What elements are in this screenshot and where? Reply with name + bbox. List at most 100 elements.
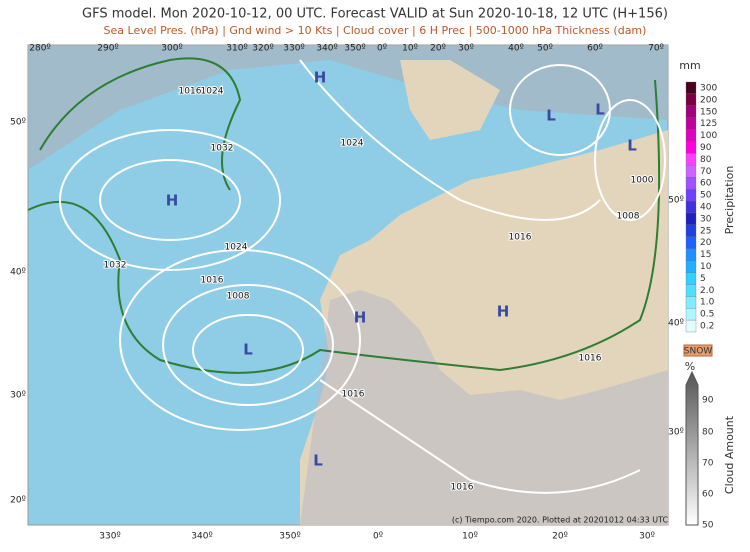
precip-label: 5: [700, 274, 706, 284]
isobar-label: 1008: [227, 292, 250, 302]
color-swatch: [685, 260, 697, 273]
lon-label: 320º: [252, 44, 273, 54]
isobar-label: 1024: [341, 139, 364, 149]
lon-label: 70º: [648, 44, 664, 54]
color-swatch: [685, 93, 697, 106]
color-swatch: [685, 296, 697, 309]
precip-label: 40: [700, 203, 712, 213]
lon-label: 40º: [508, 44, 524, 54]
precipitation-colorbar: [685, 81, 697, 333]
isobar-label: 1016: [201, 276, 224, 286]
precip-label: 20: [700, 238, 712, 248]
isobar-label: 1024: [201, 87, 224, 97]
lon-label: 350º: [279, 532, 300, 542]
lon-label: 20º: [552, 532, 568, 542]
lon-label: 310º: [226, 44, 247, 54]
color-swatch: [685, 105, 697, 118]
color-swatch: [685, 188, 697, 202]
snow-label: SNOW: [684, 347, 713, 357]
cloud-title: Cloud Amount: [723, 415, 736, 494]
lon-label: 300º: [161, 44, 182, 54]
scandinavia: [400, 60, 500, 140]
color-swatch: [685, 177, 697, 190]
isobar-label: 1032: [104, 261, 127, 271]
credit: (c) Tiempo.com 2020. Plotted at 20201012…: [452, 516, 669, 525]
lon-label: 0º: [377, 44, 387, 54]
color-swatch: [685, 236, 697, 249]
title: GFS model. Mon 2020-10-12, 00 UTC. Forec…: [82, 7, 668, 22]
lat-label: 20º: [10, 496, 26, 506]
isobar-label: 1000: [631, 176, 654, 186]
subtitle: Sea Level Pres. (hPa) | Gnd wind > 10 Kt…: [104, 24, 647, 37]
lon-label: 330º: [283, 44, 304, 54]
map: [27, 44, 669, 526]
lon-label: 350º: [344, 44, 365, 54]
color-swatch: [685, 141, 697, 154]
color-swatch: [685, 308, 697, 321]
isobar-label: 1032: [211, 144, 234, 154]
cloud-label: 70: [702, 459, 714, 469]
pressure-center: L: [243, 341, 253, 359]
lat-label: 40º: [668, 319, 684, 329]
snow-box: [683, 344, 713, 357]
cloud-unit: %: [685, 360, 695, 373]
precip-label: 100: [700, 131, 717, 141]
lat-label: 50º: [10, 118, 26, 128]
isobar-label: 1016: [509, 233, 532, 243]
precip-label: 50: [700, 191, 712, 201]
lon-label: 0º: [373, 532, 383, 542]
lon-label: 30º: [639, 532, 655, 542]
color-swatch: [685, 248, 697, 261]
lat-label: 40º: [10, 268, 26, 278]
pressure-center: L: [627, 137, 637, 155]
color-swatch: [685, 272, 697, 285]
thickness-line: [39, 57, 242, 191]
precip-label: 125: [700, 119, 717, 129]
precip-label: 200: [700, 95, 717, 105]
cloud-cover: [300, 290, 668, 525]
color-swatch: [685, 224, 697, 237]
precip-unit: mm: [679, 59, 700, 72]
precip-label: 30: [700, 214, 712, 224]
precip-label: 0.5: [700, 310, 714, 320]
pressure-center: H: [166, 192, 179, 210]
precip-label: 1.0: [700, 298, 715, 308]
color-swatch: [685, 153, 697, 166]
cloud-colorbar: [685, 370, 699, 526]
lat-label: 50º: [668, 196, 684, 206]
isobar-label: 1016: [179, 87, 202, 97]
lon-label: 280º: [29, 44, 50, 54]
precip-label: 0.2: [700, 322, 714, 332]
pressure-center: L: [313, 452, 323, 470]
precip-label: 10: [700, 262, 712, 272]
cloud-label: 50: [702, 521, 714, 531]
cloud-label: 60: [702, 490, 714, 500]
cloud-label: 80: [702, 428, 714, 438]
lon-label: 30º: [458, 44, 474, 54]
lon-label: 340º: [191, 532, 212, 542]
isobars: [59, 59, 666, 494]
precip-title: Precipitation: [723, 166, 736, 235]
pressure-center: L: [546, 107, 556, 125]
lat-label: 30º: [668, 428, 684, 438]
pressure-center: L: [595, 101, 605, 119]
isobar-label: 1016: [342, 390, 365, 400]
thickness-line: [27, 79, 661, 374]
color-swatch: [685, 200, 697, 214]
lon-label: 10º: [402, 44, 418, 54]
precip-label: 150: [700, 107, 717, 117]
precip-label: 300: [700, 83, 717, 93]
color-swatch: [685, 165, 697, 178]
precip-label: 80: [700, 155, 712, 165]
precip-label: 2.0: [700, 286, 715, 296]
lon-label: 10º: [462, 532, 478, 542]
cloud-area: [28, 45, 668, 170]
lon-label: 340º: [316, 44, 337, 54]
lon-label: 330º: [99, 532, 120, 542]
lon-label: 290º: [97, 44, 118, 54]
lon-label: 60º: [587, 44, 603, 54]
precip-label: 70: [700, 167, 712, 177]
color-swatch: [685, 212, 697, 226]
precip-label: 25: [700, 226, 711, 236]
